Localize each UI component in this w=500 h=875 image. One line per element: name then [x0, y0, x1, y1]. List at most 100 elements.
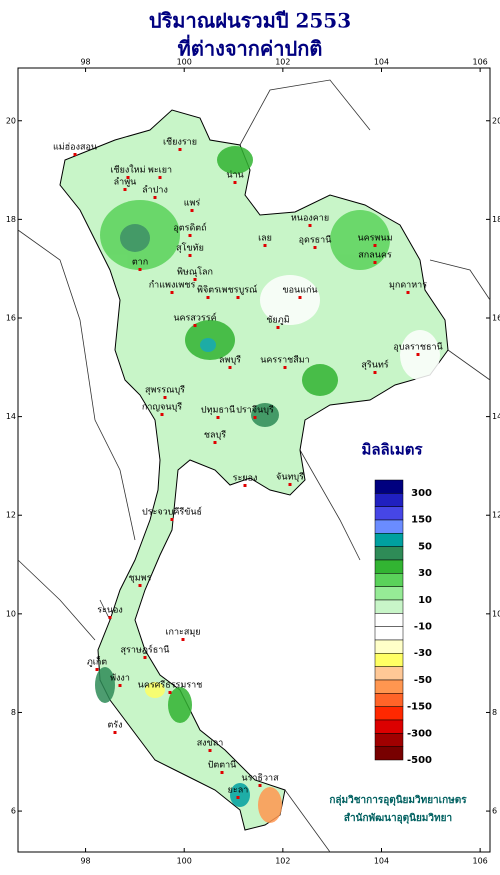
- neighbor-borders: [17, 79, 491, 853]
- legend-swatch: [374, 493, 404, 507]
- rain-anomaly-shading: [95, 146, 440, 823]
- legend-label: -150: [407, 702, 432, 713]
- station-dot: [206, 296, 210, 299]
- station-dot: [123, 188, 127, 191]
- legend-label: -300: [407, 728, 432, 739]
- place-label: นครสวรรค์: [173, 312, 216, 324]
- y-tick-label: 14: [492, 412, 500, 421]
- anomaly-area: [260, 275, 320, 325]
- place-label: สกลนคร: [358, 251, 392, 261]
- legend-label: -50: [414, 675, 432, 686]
- legend-swatch: [374, 546, 404, 561]
- place-label: นครพนม: [357, 234, 392, 244]
- legend-swatch: [374, 573, 404, 587]
- station-dot: [373, 244, 377, 247]
- station-dot: [263, 244, 267, 247]
- place-label: ปัตตานี: [208, 760, 237, 771]
- legend-swatch: [374, 746, 404, 761]
- station-dot: [73, 153, 77, 156]
- place-label: ขอนแก่น: [282, 286, 317, 296]
- station-dot: [163, 396, 167, 399]
- place-label: ยะลา: [228, 786, 249, 796]
- credit-line: สำนักพัฒนาอุตุนิยมวิทยา: [344, 812, 452, 824]
- x-tick-label: 98: [80, 58, 90, 67]
- legend-swatch: [374, 586, 404, 601]
- place-label: ชุมพร: [129, 574, 152, 584]
- place-label: ชัยภูมิ: [266, 315, 289, 326]
- x-tick-label: 102: [275, 857, 290, 866]
- place-label: เพชรบูรณ์: [219, 284, 258, 296]
- station-dot: [170, 518, 174, 521]
- anomaly-area: [230, 783, 250, 807]
- legend-swatch: [374, 599, 404, 614]
- legend-swatch: [374, 533, 404, 547]
- x-tick-label: 102: [275, 58, 290, 67]
- station-dot: [308, 224, 312, 227]
- place-label: เกาะสมุย: [165, 628, 200, 638]
- x-tick-label: 104: [374, 58, 389, 67]
- place-label: น่าน: [226, 171, 243, 181]
- y-tick-label: 12: [492, 511, 500, 520]
- place-label: แม่ฮ่องสอน: [53, 143, 97, 153]
- y-tick-label: 16: [492, 313, 500, 322]
- place-label: สงขลา: [197, 739, 224, 749]
- place-label: ระยอง: [233, 474, 258, 484]
- place-label: พิษณุโลก: [177, 267, 213, 278]
- place-label: นครราชสีมา: [260, 355, 309, 366]
- station-dot: [258, 784, 262, 787]
- legend-swatch: [374, 679, 404, 694]
- y-tick-label: 6: [492, 807, 497, 816]
- place-label: พะเยา: [148, 166, 172, 176]
- legend-label: 150: [411, 515, 432, 526]
- legend-swatch: [374, 479, 404, 494]
- y-tick-label: 20: [6, 116, 16, 125]
- legend-swatch: [374, 706, 404, 721]
- station-dot: [243, 484, 247, 487]
- station-dot: [188, 234, 192, 237]
- anomaly-area: [251, 403, 279, 427]
- place-label: ลำปาง: [142, 185, 168, 196]
- place-label: พิจิตร: [197, 285, 219, 296]
- station-dot: [181, 638, 185, 641]
- anomaly-area: [258, 787, 282, 823]
- station-dot: [288, 483, 292, 486]
- station-dot: [406, 291, 410, 294]
- station-dot: [153, 196, 157, 199]
- place-label: ปราจีนบุรี: [236, 405, 274, 416]
- legend-label: -30: [414, 648, 432, 659]
- place-label: ตาก: [132, 258, 148, 268]
- y-tick-label: 18: [492, 215, 500, 224]
- x-tick-label: 100: [177, 857, 192, 866]
- legend-swatch: [374, 613, 404, 627]
- place-label: สุรินทร์: [361, 359, 388, 371]
- station-dot: [143, 656, 147, 659]
- station-dot: [178, 148, 182, 151]
- station-dot: [416, 353, 420, 356]
- x-tick-label: 106: [472, 58, 487, 67]
- legend-label: 10: [418, 595, 432, 606]
- y-tick-label: 6: [11, 807, 16, 816]
- y-tick-label: 18: [6, 215, 16, 224]
- station-dot: [220, 771, 224, 774]
- place-label: นครศรีธรรมราช: [138, 680, 203, 691]
- place-label: อุตรดิตถ์: [173, 222, 206, 234]
- legend-swatch: [374, 653, 404, 667]
- anomaly-area: [302, 364, 338, 396]
- thailand-outline: [59, 109, 449, 831]
- place-label: กาญจนบุรี: [142, 402, 182, 413]
- station-dot: [236, 296, 240, 299]
- station-dot: [160, 413, 164, 416]
- station-dot: [193, 324, 197, 327]
- place-label: สุราษฎร์ธานี: [121, 644, 170, 656]
- place-label: ระนอง: [97, 606, 123, 616]
- place-label: อุบลราชธานี: [393, 342, 442, 353]
- place-label: เลย: [258, 234, 272, 244]
- place-label: ลพบุรี: [219, 355, 241, 366]
- y-tick-label: 8: [492, 708, 497, 717]
- place-label: พังงา: [110, 674, 130, 684]
- station-dot: [190, 209, 194, 212]
- anomaly-area: [95, 667, 115, 703]
- anomaly-area: [200, 338, 216, 352]
- station-dot: [208, 749, 212, 752]
